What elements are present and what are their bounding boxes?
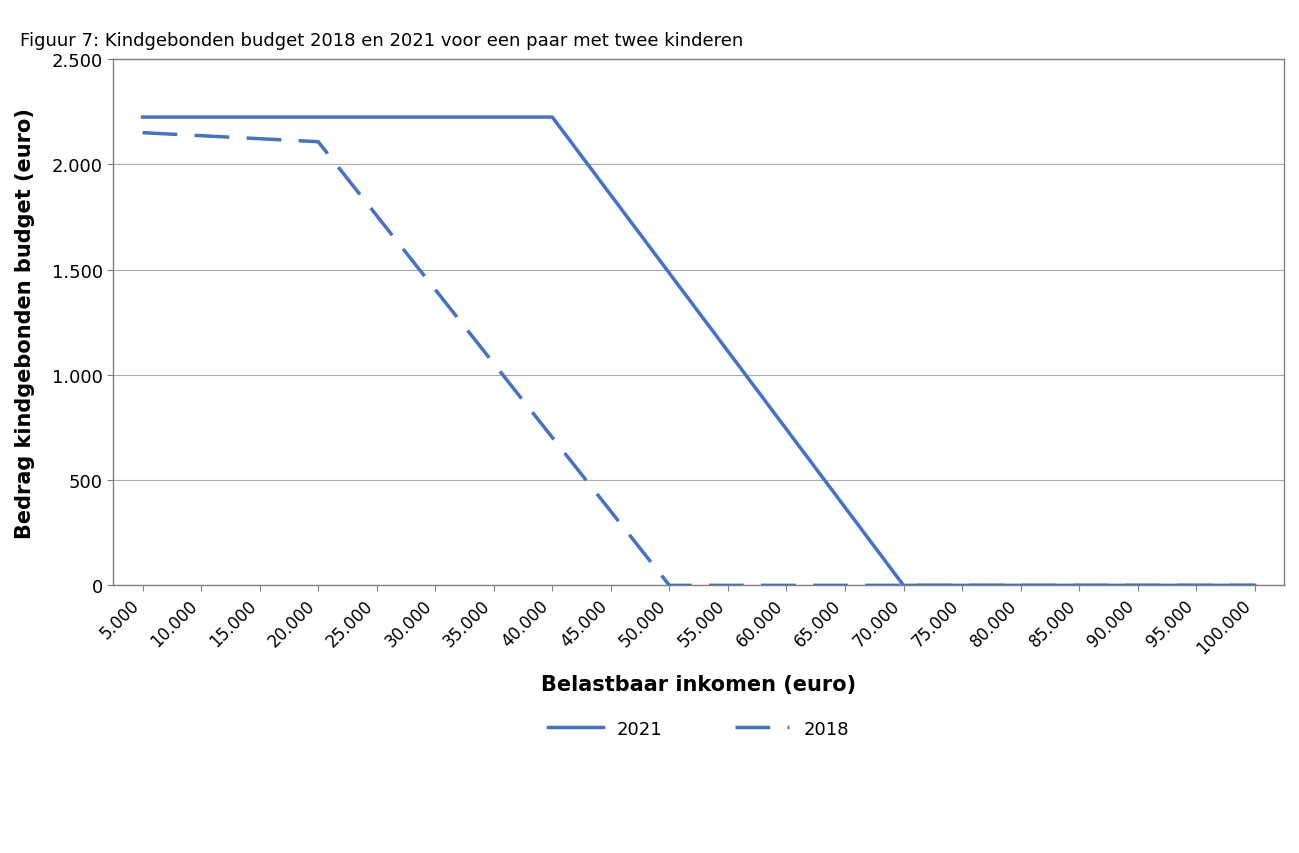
Legend: 2021, 2018: 2021, 2018 [542, 712, 856, 745]
Y-axis label: Bedrag kindgebonden budget (euro): Bedrag kindgebonden budget (euro) [16, 107, 35, 538]
2021 [135, 113, 151, 123]
2021 [1247, 581, 1263, 591]
2018 [661, 581, 677, 591]
Line: 2021: 2021 [143, 118, 1255, 586]
2021 [544, 113, 560, 123]
Text: Figuur 7: Kindgebonden budget 2018 en 2021 voor een paar met twee kinderen: Figuur 7: Kindgebonden budget 2018 en 20… [19, 32, 743, 50]
2018 [135, 129, 151, 139]
X-axis label: Belastbaar inkomen (euro): Belastbaar inkomen (euro) [542, 674, 856, 693]
2018 [1247, 581, 1263, 591]
2018 [310, 137, 326, 148]
2021 [896, 581, 912, 591]
Line: 2018: 2018 [143, 134, 1255, 586]
